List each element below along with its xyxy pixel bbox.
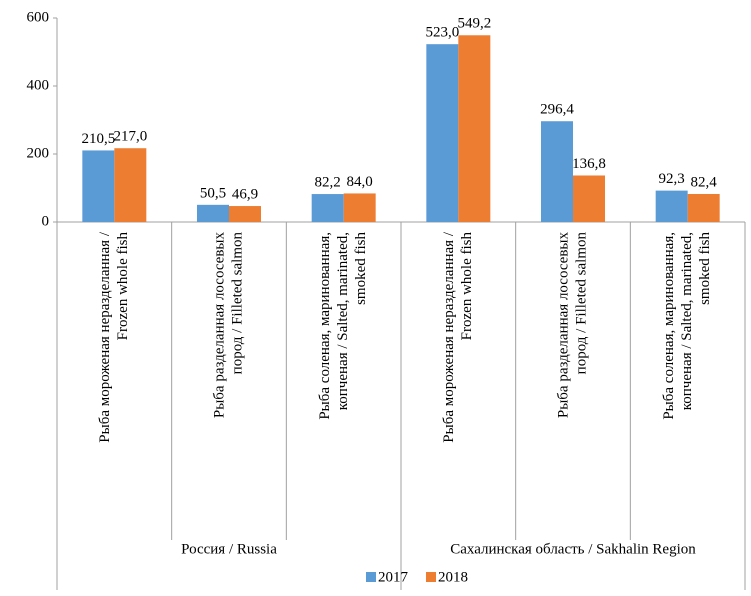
x-tick-label: Рыба соленая, маринованная, — [661, 232, 677, 420]
bar — [82, 150, 115, 222]
x-tick-label: Рыба соленая, маринованная, — [317, 232, 333, 420]
legend-swatch — [426, 572, 436, 582]
value-label: 82,4 — [691, 174, 718, 190]
value-label: 84,0 — [347, 174, 373, 190]
bar — [343, 193, 376, 222]
value-label: 210,5 — [81, 131, 115, 147]
value-label: 92,3 — [659, 171, 685, 187]
bar — [114, 148, 147, 222]
x-tick-label: пород / Filleted salmon — [229, 232, 245, 375]
value-label: 296,4 — [540, 102, 574, 118]
legend-label: 2017 — [378, 569, 409, 585]
bar — [573, 175, 605, 222]
value-label: 217,0 — [113, 129, 147, 145]
x-tick-label: Рыба мороженая неразделанная / — [97, 231, 113, 443]
x-tick-label: Frozen whole fish — [115, 232, 131, 341]
value-label: 50,5 — [200, 185, 226, 201]
legend-label: 2018 — [438, 569, 468, 585]
bar — [458, 35, 491, 222]
x-tick-label: Рыба разделанная лососевых — [555, 232, 571, 419]
group-label: Сахалинская область / Sakhalin Region — [450, 541, 696, 557]
value-label: 82,2 — [315, 174, 341, 190]
y-tick-label: 400 — [27, 77, 50, 93]
x-tick-label: Рыба разделанная лососевых — [211, 232, 227, 419]
x-tick-label: копченая / Salted, marinated, — [335, 232, 351, 410]
value-label: 136,8 — [572, 156, 606, 172]
x-tick-label: копченая / Salted, marinated, — [679, 232, 695, 410]
value-label: 549,2 — [457, 16, 491, 32]
x-tick-label: smoked fish — [353, 232, 369, 305]
bar — [311, 194, 344, 222]
y-tick-label: 600 — [27, 9, 50, 25]
value-label: 523,0 — [425, 25, 459, 41]
group-label: Россия / Russia — [181, 541, 277, 557]
y-tick-label: 0 — [42, 213, 50, 229]
x-tick-label: Frozen whole fish — [459, 232, 475, 341]
x-tick-label: пород / Filleted salmon — [573, 232, 589, 375]
bar — [687, 193, 720, 222]
y-tick-label: 200 — [27, 145, 50, 161]
bar — [655, 190, 688, 222]
x-tick-label: Рыба мороженая неразделанная / — [441, 231, 457, 443]
bar — [229, 206, 261, 222]
value-label: 46,9 — [232, 186, 258, 202]
bar — [197, 204, 229, 222]
x-tick-label: smoked fish — [697, 232, 713, 305]
legend-swatch — [366, 572, 376, 582]
bar — [426, 44, 459, 223]
bar — [541, 121, 573, 222]
